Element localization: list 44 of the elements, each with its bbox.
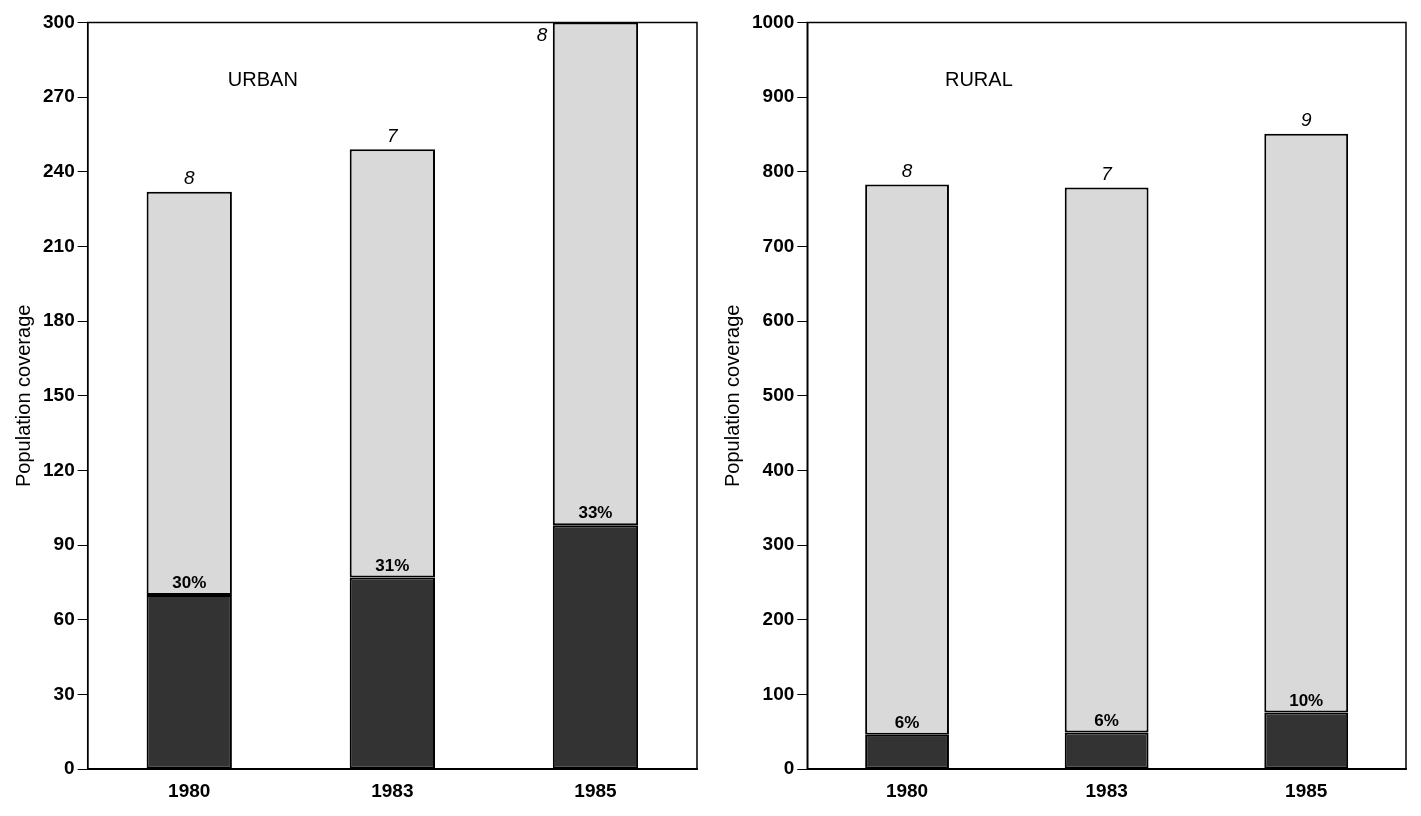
y-tick-label: 600: [762, 309, 795, 331]
y-tick-label: 270: [43, 85, 75, 107]
annotation: 7: [1101, 163, 1114, 185]
y-tick-label: 210: [43, 234, 75, 256]
y-axis-title: Population coverage: [720, 304, 743, 487]
y-tick-label: 90: [53, 533, 75, 555]
y-tick-label: 400: [762, 458, 795, 480]
annotation: 7: [387, 125, 400, 147]
y-tick-label: 300: [762, 533, 795, 555]
y-tick-label: 800: [762, 159, 795, 181]
annotation: 8: [536, 24, 548, 46]
annotation: 31%: [375, 555, 410, 575]
y-axis-title: Population coverage: [11, 304, 34, 487]
annotation: 9: [1300, 109, 1312, 131]
y-tick-label: 300: [43, 10, 75, 32]
y-tick-label: 0: [64, 757, 75, 779]
y-tick-label: 180: [43, 309, 75, 331]
y-tick-label: 700: [762, 234, 795, 256]
y-tick-label: 900: [762, 85, 795, 107]
annotation: 8: [183, 167, 195, 189]
text: URBAN: [227, 67, 298, 90]
annotation: 6%: [894, 713, 920, 733]
y-tick-label: 100: [762, 682, 795, 704]
y-tick-label: 1000: [751, 10, 795, 32]
y-tick-label: 120: [43, 458, 75, 480]
annotation: 8: [901, 160, 913, 182]
text: RURAL: [944, 67, 1013, 90]
x-tick-label: 1980: [168, 779, 211, 801]
y-tick-label: 240: [43, 159, 75, 181]
x-tick-label: 1983: [371, 779, 414, 801]
y-tick-label: 150: [43, 384, 75, 406]
x-tick-label: 1980: [885, 779, 929, 801]
annotation: 10%: [1289, 690, 1324, 710]
y-tick-label: 0: [783, 757, 795, 779]
x-tick-label: 1985: [1285, 779, 1328, 801]
annotation: 33%: [578, 503, 613, 523]
y-tick-label: 60: [53, 608, 75, 630]
annotation: 6%: [1094, 710, 1119, 730]
annotation: 30%: [172, 573, 207, 593]
y-tick-label: 200: [762, 608, 795, 630]
y-tick-label: 30: [53, 682, 75, 704]
y-tick-label: 500: [762, 384, 795, 406]
x-tick-label: 1985: [574, 779, 618, 801]
x-tick-label: 1983: [1085, 779, 1128, 801]
